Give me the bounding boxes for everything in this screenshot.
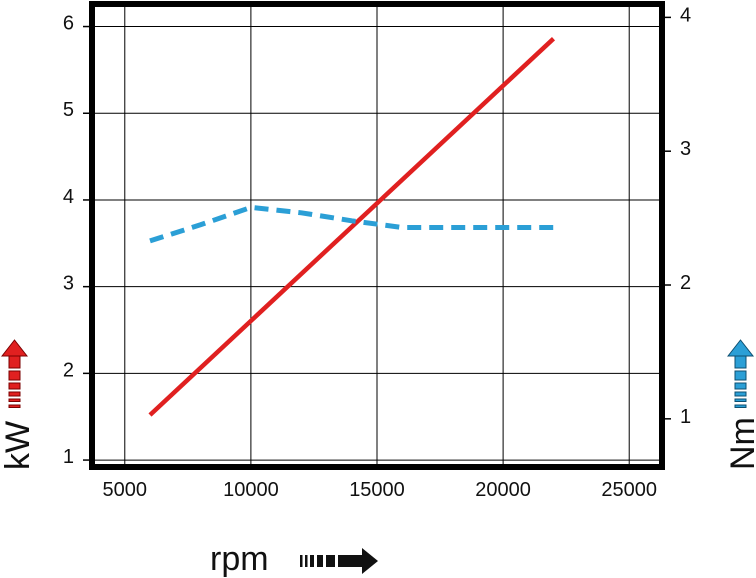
y-left-tick-label: 2 [63, 359, 74, 381]
y-left-tick-label: 4 [63, 186, 74, 208]
nm-series-line [149, 204, 554, 244]
y-right-tick-label: 3 [680, 138, 691, 160]
nm-arrow-icon [726, 339, 755, 408]
grid-lines [92, 4, 662, 467]
y-right-axis-ticks: 1 2 3 4 [662, 4, 691, 428]
x-axis-title: rpm [210, 540, 269, 578]
y-left-tick-label: 1 [63, 446, 74, 468]
x-tick-label: 20000 [475, 479, 531, 501]
y-right-tick-label: 2 [680, 272, 691, 294]
plot-frame [89, 1, 665, 470]
y-right-tick-label: 4 [680, 4, 691, 26]
y-left-axis-ticks: 1 2 3 4 5 6 [63, 13, 92, 468]
y-left-tick-label: 5 [63, 99, 74, 121]
y-right-tick-label: 1 [680, 406, 691, 428]
y-left-tick-label: 6 [63, 13, 74, 35]
y-left-tick-label: 3 [63, 273, 74, 295]
y-right-axis-title: Nm [724, 417, 756, 470]
series-group [148, 37, 556, 417]
x-tick-label: 10000 [223, 479, 279, 501]
x-tick-label: 15000 [349, 479, 405, 501]
x-tick-label: 25000 [601, 479, 657, 501]
kw-series-line [148, 37, 556, 417]
x-tick-label: 5000 [103, 479, 148, 501]
y-left-axis-title: kW [0, 421, 37, 470]
kw-arrow-icon [0, 339, 29, 408]
x-axis-ticks: 5000 10000 15000 20000 25000 [103, 479, 657, 501]
rpm-arrow-icon [300, 548, 378, 574]
